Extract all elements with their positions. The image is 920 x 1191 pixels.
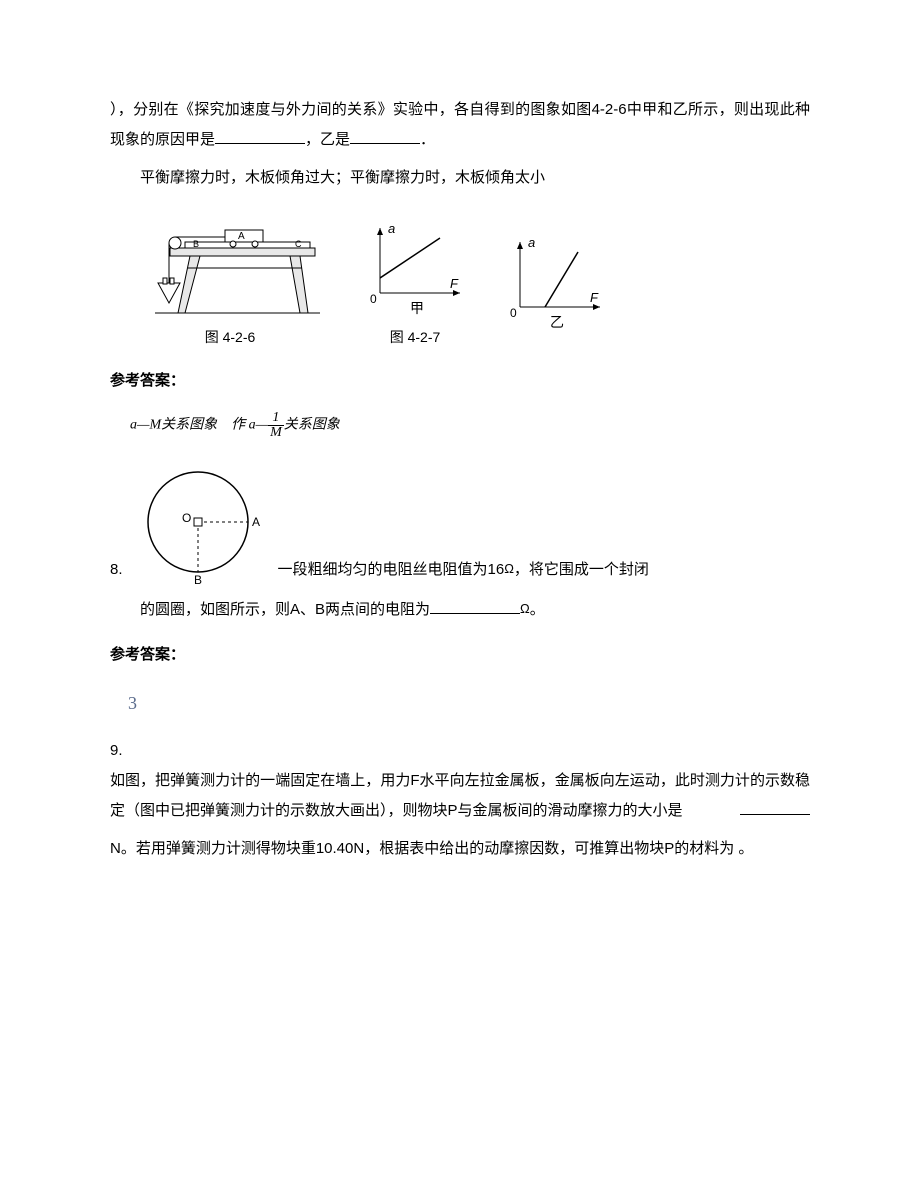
q8-circle-svg: O A B	[138, 460, 263, 585]
apparatus-svg: B C A	[130, 208, 330, 318]
graph-yi-svg: a F 0 乙	[500, 232, 610, 332]
q8-number: 8.	[110, 555, 123, 585]
svg-text:C: C	[295, 239, 302, 249]
q9-line1: 如图，把弹簧测力计的一端固定在墙上，用力F水平向左拉金属板，金属板向左运动，此时…	[110, 766, 810, 826]
graph-yi: a F 0 乙	[500, 232, 610, 351]
graph-jia-tag: 甲	[410, 300, 424, 316]
q7-inline-answer: 平衡摩擦力时，木板倾角过大；平衡摩擦力时，木板倾角太小	[110, 163, 810, 193]
graph-jia-svg: a F 0 甲	[360, 218, 470, 318]
figure-4-2-6: B C A 图 4-2-6	[130, 208, 330, 351]
q8-answer-value: 3	[128, 685, 810, 721]
q8-ohm2: Ω	[520, 601, 530, 616]
graph-jia: a F 0 甲 图 4-2-7	[360, 218, 470, 351]
figures-row: B C A 图 4-2-6 a F 0	[130, 208, 810, 351]
svg-text:A: A	[238, 231, 245, 242]
fig-4-2-7-caption: 图 4-2-7	[390, 323, 441, 351]
q8-text-line2: 的圆圈，如图所示，则A、B两点间的电阻为 Ω。	[110, 595, 810, 625]
q7-text: ），分别在《探究加速度与外力间的关系》实验中，各自得到的图象如图4-2-6中甲和…	[110, 95, 810, 155]
q7-formula: a—M关系图象 作 a—1M关系图象	[130, 411, 810, 440]
q8-text-line1: 一段粗细均匀的电阻丝电阻值为16Ω，将它围成一个封闭	[278, 555, 649, 585]
q8-point-b: B	[194, 573, 202, 585]
graph-yi-tag: 乙	[550, 314, 564, 330]
svg-text:B: B	[193, 239, 199, 249]
graph-jia-x: F	[450, 276, 459, 291]
q9-line1-text: 如图，把弹簧测力计的一端固定在墙上，用力F水平向左拉金属板，金属板向左运动，此时…	[110, 772, 810, 819]
fig-4-2-6-caption: 图 4-2-6	[205, 323, 256, 351]
q7-text-part3: ．	[420, 131, 435, 148]
q9-blank-1	[740, 797, 810, 815]
q7-blank-2	[350, 126, 420, 144]
graph-yi-x: F	[590, 290, 599, 305]
q7-text-part2: ，乙是	[305, 131, 350, 148]
q9-number: 9.	[110, 736, 810, 766]
q8-text-part2: ，将它围成一个封闭	[514, 561, 649, 578]
q8-point-a: A	[252, 515, 260, 529]
q9-line2: N。若用弹簧测力计测得物块重10.40N，根据表中给出的动摩擦因数，可推算出物块…	[110, 834, 810, 864]
q8-blank	[430, 596, 520, 614]
q8-ohm1: Ω	[504, 561, 514, 576]
q8-text-part4: 。	[530, 601, 545, 618]
q8-text-part3: 的圆圈，如图所示，则A、B两点间的电阻为	[140, 601, 430, 618]
svg-text:0: 0	[510, 306, 517, 320]
q8-answer-heading: 参考答案：	[110, 640, 810, 670]
q8-row: 8. O A B 一段粗细均匀的电阻丝电阻值为16Ω，将它围成一个封闭	[110, 460, 810, 585]
q7-answer-heading: 参考答案：	[110, 366, 810, 396]
q7-blank-1	[215, 126, 305, 144]
q8-text-part1: 一段粗细均匀的电阻丝电阻值为16	[278, 561, 505, 578]
graph-jia-y: a	[388, 221, 395, 236]
svg-text:0: 0	[370, 292, 377, 306]
q8-point-o: O	[182, 511, 191, 525]
graph-yi-y: a	[528, 235, 535, 250]
